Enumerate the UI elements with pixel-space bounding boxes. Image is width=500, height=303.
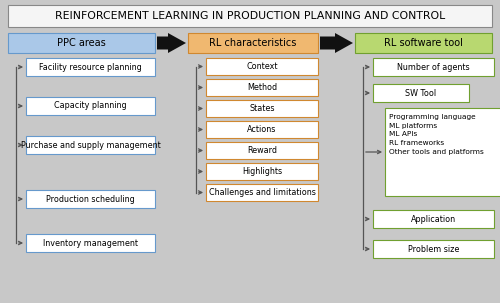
Text: REINFORCEMENT LEARNING IN PRODUCTION PLANNING AND CONTROL: REINFORCEMENT LEARNING IN PRODUCTION PLA… xyxy=(55,11,445,21)
Text: Facility resource planning: Facility resource planning xyxy=(39,62,142,72)
Text: PPC areas: PPC areas xyxy=(57,38,106,48)
Text: Challenges and limitations: Challenges and limitations xyxy=(208,188,316,197)
FancyBboxPatch shape xyxy=(26,97,155,115)
FancyBboxPatch shape xyxy=(206,184,318,201)
Polygon shape xyxy=(320,33,353,53)
Text: RL software tool: RL software tool xyxy=(384,38,463,48)
FancyBboxPatch shape xyxy=(26,190,155,208)
FancyBboxPatch shape xyxy=(373,84,469,102)
FancyBboxPatch shape xyxy=(26,234,155,252)
Text: Production scheduling: Production scheduling xyxy=(46,195,135,204)
FancyBboxPatch shape xyxy=(355,33,492,53)
FancyBboxPatch shape xyxy=(26,136,155,154)
FancyBboxPatch shape xyxy=(26,58,155,76)
FancyBboxPatch shape xyxy=(373,210,494,228)
Text: Inventory management: Inventory management xyxy=(43,238,138,248)
FancyBboxPatch shape xyxy=(206,58,318,75)
Text: States: States xyxy=(249,104,275,113)
FancyBboxPatch shape xyxy=(373,240,494,258)
Text: Application: Application xyxy=(411,215,456,224)
Text: Number of agents: Number of agents xyxy=(397,62,470,72)
FancyBboxPatch shape xyxy=(8,5,492,27)
FancyBboxPatch shape xyxy=(206,163,318,180)
Text: Capacity planning: Capacity planning xyxy=(54,102,127,111)
FancyBboxPatch shape xyxy=(206,142,318,159)
FancyBboxPatch shape xyxy=(373,58,494,76)
Text: RL characteristics: RL characteristics xyxy=(210,38,296,48)
Text: Programming language
ML platforms
ML APIs
RL frameworks
Other tools and platform: Programming language ML platforms ML API… xyxy=(389,114,484,155)
Polygon shape xyxy=(157,33,186,53)
FancyBboxPatch shape xyxy=(206,121,318,138)
Text: Method: Method xyxy=(247,83,277,92)
Text: Purchase and supply management: Purchase and supply management xyxy=(20,141,160,149)
Text: Reward: Reward xyxy=(247,146,277,155)
FancyBboxPatch shape xyxy=(188,33,318,53)
FancyBboxPatch shape xyxy=(206,79,318,96)
Text: Context: Context xyxy=(246,62,278,71)
FancyBboxPatch shape xyxy=(206,100,318,117)
Text: Problem size: Problem size xyxy=(408,245,459,254)
Text: Highlights: Highlights xyxy=(242,167,282,176)
FancyBboxPatch shape xyxy=(8,33,155,53)
Text: SW Tool: SW Tool xyxy=(406,88,436,98)
Text: Actions: Actions xyxy=(248,125,276,134)
FancyBboxPatch shape xyxy=(385,108,500,196)
